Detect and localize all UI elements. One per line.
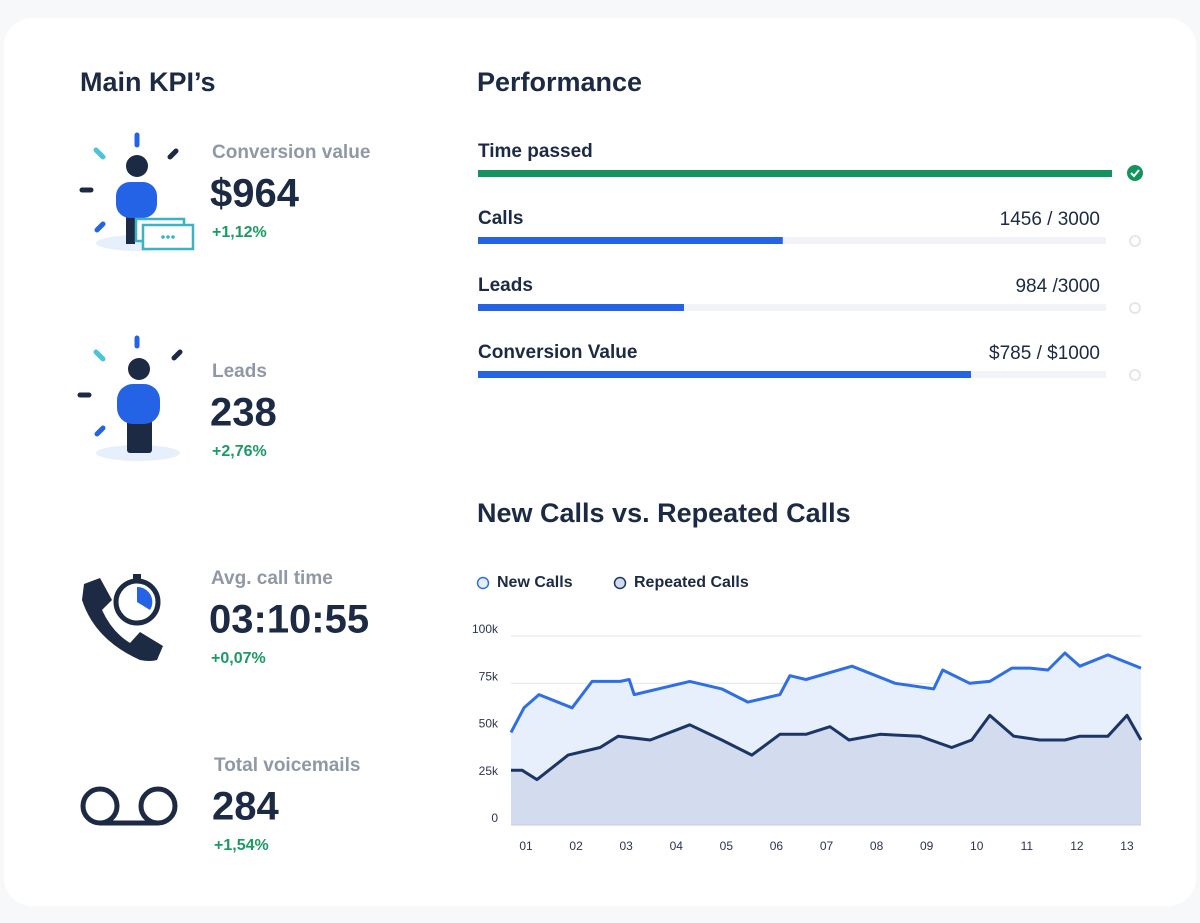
progress-value: 1456 / 3000 xyxy=(1000,209,1100,230)
legend-label: New Calls xyxy=(497,574,573,591)
pending-icon xyxy=(1129,302,1141,314)
kpi-title: Main KPI’s xyxy=(80,67,216,97)
area xyxy=(511,715,1141,825)
kpi-value: 284 xyxy=(212,785,279,829)
kpi-change: +2,76% xyxy=(212,443,267,460)
x-tick-label: 07 xyxy=(820,839,834,853)
progress-track xyxy=(478,304,1106,311)
progress-value: $785 / $1000 xyxy=(989,343,1100,364)
x-tick-label: 04 xyxy=(670,839,684,853)
check-icon xyxy=(1127,165,1143,181)
x-tick-label: 09 xyxy=(920,839,934,853)
y-tick-label: 25k xyxy=(479,764,499,778)
y-tick-label: 75k xyxy=(479,669,499,683)
x-tick-label: 03 xyxy=(620,839,634,853)
line xyxy=(509,651,1142,734)
progress-bar xyxy=(478,170,1112,177)
performance-title: Performance xyxy=(477,67,642,97)
progress-value: 984 /3000 xyxy=(1015,276,1100,297)
line xyxy=(511,713,1143,782)
kpi-value: 03:10:55 xyxy=(209,598,369,642)
pending-icon xyxy=(1129,235,1141,247)
kpi-change: +0,07% xyxy=(211,650,266,667)
y-tick-label: 0 xyxy=(491,811,498,825)
icon-conversion xyxy=(79,132,195,251)
kpi-label: Total voicemails xyxy=(214,755,360,776)
x-tick-label: 06 xyxy=(770,839,784,853)
progress-label: Conversion Value xyxy=(478,342,637,363)
chart-title: New Calls vs. Repeated Calls xyxy=(477,498,851,528)
legend-marker xyxy=(613,576,627,590)
x-tick-label: 08 xyxy=(870,839,884,853)
progress-track xyxy=(478,237,1106,244)
kpi-change: +1,54% xyxy=(214,837,269,854)
x-tick-label: 01 xyxy=(519,839,533,853)
kpi-value: 238 xyxy=(210,391,277,435)
progress-label: Time passed xyxy=(478,141,593,162)
icon-leads xyxy=(77,335,183,461)
check-mark xyxy=(1130,169,1140,178)
legend-label: Repeated Calls xyxy=(634,574,749,591)
kpi-change: +1,12% xyxy=(212,224,267,241)
progress-bar xyxy=(478,237,783,244)
x-tick-label: 05 xyxy=(720,839,734,853)
kpi-label: Leads xyxy=(212,361,267,382)
progress-bar xyxy=(478,371,971,378)
progress-label: Calls xyxy=(478,208,523,229)
x-tick-label: 02 xyxy=(569,839,583,853)
icon-call-time xyxy=(82,574,163,661)
progress-label: Leads xyxy=(478,275,533,296)
x-tick-label: 13 xyxy=(1120,839,1134,853)
progress-bar xyxy=(478,304,684,311)
kpi-label: Conversion value xyxy=(212,142,370,163)
y-tick-label: 100k xyxy=(472,622,499,636)
x-tick-label: 11 xyxy=(1021,839,1034,853)
y-tick-label: 50k xyxy=(479,717,499,731)
x-tick-label: 10 xyxy=(970,839,984,853)
kpi-label: Avg. call time xyxy=(211,568,333,589)
kpi-value: $964 xyxy=(210,172,300,216)
pending-icon xyxy=(1129,369,1141,381)
x-tick-label: 12 xyxy=(1070,839,1084,853)
legend-marker xyxy=(476,576,490,590)
icon-voicemail xyxy=(80,786,178,826)
